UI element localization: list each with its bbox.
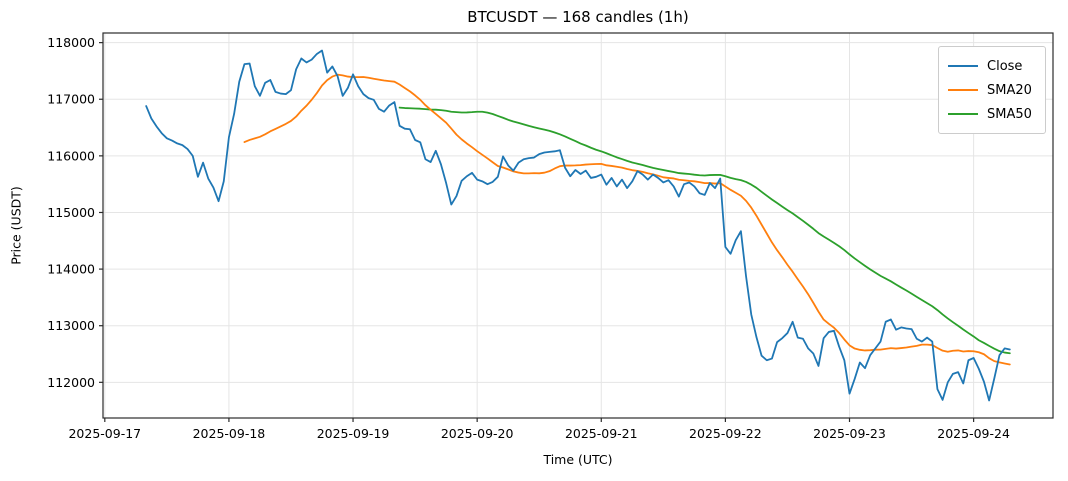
x-tick-label: 2025-09-17 [68,426,141,441]
legend-item-close: Close [948,54,1036,78]
y-tick-label: 115000 [47,205,95,220]
x-tick-label: 2025-09-22 [689,426,762,441]
y-tick-label: 117000 [47,92,95,107]
sma50-line [398,106,1011,355]
x-axis-label: Time (UTC) [543,452,613,467]
axes-spines [102,32,1054,419]
legend-item-sma20: SMA20 [948,78,1036,102]
legend-line-swatch [948,65,978,67]
close-line [145,49,1011,402]
y-tick-label: 116000 [47,148,95,163]
legend-label: SMA50 [987,106,1032,122]
sma20-line [243,73,1011,366]
y-tick-label: 114000 [47,262,95,277]
legend-label: SMA20 [987,82,1032,98]
x-tick-label: 2025-09-21 [565,426,638,441]
x-tick-label: 2025-09-24 [937,426,1010,441]
y-axis-label: Price (USDT) [8,186,24,265]
y-tick-label: 118000 [47,35,95,50]
y-tick-label: 113000 [47,318,95,333]
legend-line-swatch [948,89,978,91]
x-tick-label: 2025-09-18 [193,426,266,441]
x-tick-label: 2025-09-23 [813,426,886,441]
legend-item-sma50: SMA50 [948,102,1036,126]
legend: Close SMA20 SMA50 [938,46,1046,134]
x-tick-label: 2025-09-20 [441,426,514,441]
legend-label: Close [987,58,1023,74]
x-tick-label: 2025-09-19 [317,426,390,441]
chart-title: BTCUSDT — 168 candles (1h) [467,8,689,26]
y-tick-label: 112000 [47,375,95,390]
legend-line-swatch [948,113,978,115]
